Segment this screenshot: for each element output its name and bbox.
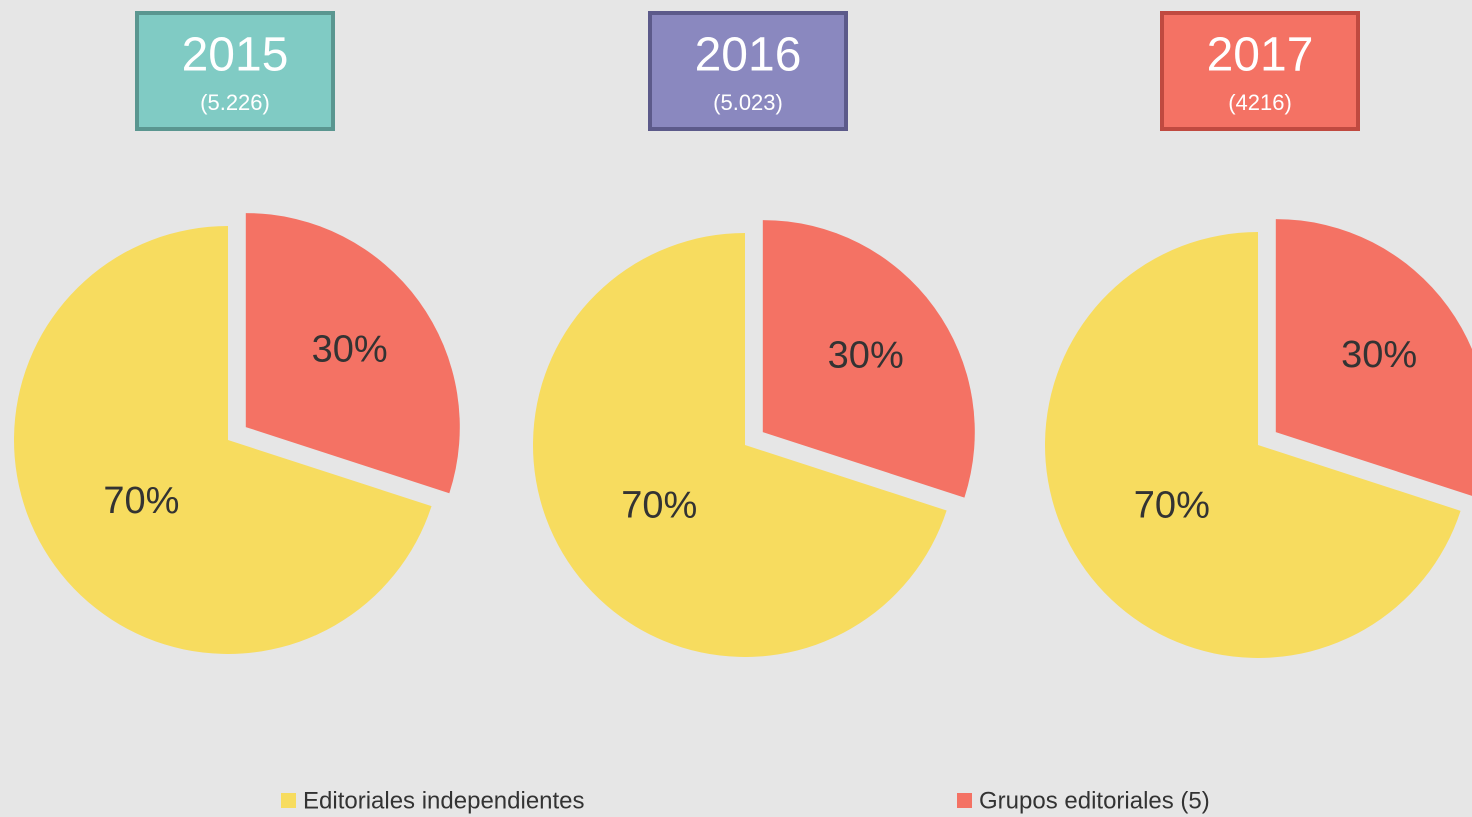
title-box bbox=[648, 11, 848, 131]
chart-subtitle: (5.023) bbox=[713, 90, 783, 115]
pie-slice bbox=[1045, 232, 1461, 658]
legend-swatch bbox=[957, 793, 972, 808]
chart-title: 2017 bbox=[1207, 29, 1314, 82]
pie-slice bbox=[14, 226, 432, 654]
pie-slice bbox=[245, 213, 460, 494]
legend-label: Grupos editoriales (5) bbox=[979, 787, 1210, 814]
data-label: 70% bbox=[103, 480, 179, 522]
pie-slice bbox=[533, 233, 947, 657]
title-box bbox=[1160, 11, 1360, 131]
data-label: 30% bbox=[1341, 334, 1417, 376]
title-box bbox=[135, 11, 335, 131]
chart-subtitle: (5.226) bbox=[200, 90, 270, 115]
pie-slice bbox=[762, 220, 975, 498]
pie-slice bbox=[1275, 219, 1472, 496]
chart-subtitle: (4216) bbox=[1228, 90, 1292, 115]
data-label: 70% bbox=[621, 484, 697, 526]
data-label: 30% bbox=[828, 334, 904, 376]
data-label: 70% bbox=[1134, 485, 1210, 527]
data-label: 30% bbox=[312, 329, 388, 371]
legend-swatch bbox=[281, 793, 296, 808]
legend-label: Editoriales independientes bbox=[303, 787, 585, 814]
chart-title: 2015 bbox=[182, 29, 289, 82]
chart-title: 2016 bbox=[695, 29, 802, 82]
